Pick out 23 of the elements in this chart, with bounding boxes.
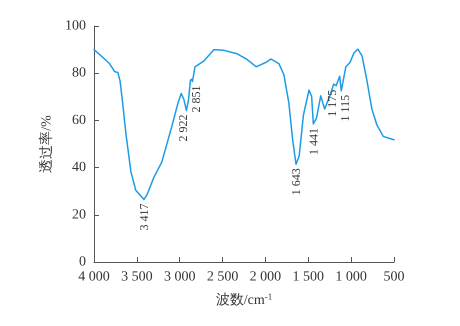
x-tick-label: 2 500 xyxy=(206,270,238,284)
y-tick-label: 0 xyxy=(79,254,86,270)
x-tick-label: 4 000 xyxy=(78,270,110,284)
annotation: 1 643 xyxy=(289,168,304,196)
y-tick-label: 80 xyxy=(72,66,86,81)
annotation: 1 441 xyxy=(306,128,320,155)
annotation: 3 417 xyxy=(136,203,151,230)
y-tick-label: 40 xyxy=(72,160,86,176)
annotation: 1 175 xyxy=(325,90,340,117)
x-tick-label: 1 000 xyxy=(335,270,367,284)
x-tick-label: 500 xyxy=(384,270,404,284)
annotation: 2 922 xyxy=(176,114,190,142)
line-series xyxy=(93,48,395,200)
y-tick-label: 60 xyxy=(72,112,86,128)
x-tick-label: 3 500 xyxy=(121,270,153,284)
x-tick-label: 1 500 xyxy=(292,270,324,284)
y-tick-label: 100 xyxy=(65,18,86,34)
annotation: 2 851 xyxy=(188,85,203,112)
x-tick-label: 2 000 xyxy=(250,270,282,284)
y-tick-label: 20 xyxy=(72,207,86,222)
x-tick-label: 3 000 xyxy=(164,270,196,284)
annotation: 1 115 xyxy=(338,94,352,122)
y-axis-title: 透过率/% xyxy=(38,114,54,173)
